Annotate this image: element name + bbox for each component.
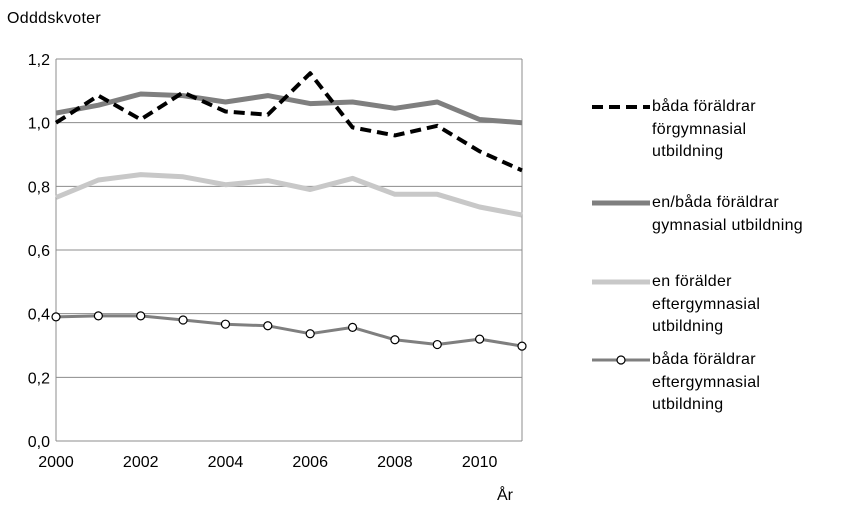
x-tick-label: 2010 xyxy=(462,454,498,471)
series-4-marker xyxy=(347,322,358,332)
series-4-marker xyxy=(220,319,231,329)
series-4-marker xyxy=(178,315,188,325)
series-lines xyxy=(51,71,527,351)
legend-swatch xyxy=(592,200,650,206)
series-line-4 xyxy=(55,314,523,348)
grid-lines xyxy=(56,58,522,378)
series-line-2 xyxy=(55,91,523,126)
series-4-marker xyxy=(432,339,442,350)
legend-label: båda föräldrar förgymnasial utbildning xyxy=(652,98,756,160)
x-tick-label: 2002 xyxy=(123,454,159,471)
x-tick-label: 2006 xyxy=(292,454,328,471)
series-4-marker xyxy=(475,334,485,344)
legend-label: en förälder eftergymnasial utbildning xyxy=(652,273,761,335)
series-4-marker xyxy=(517,341,527,351)
y-axis-label: Odddskvoter xyxy=(7,10,102,27)
series-4-marker xyxy=(93,311,103,321)
series-4-marker xyxy=(390,335,400,345)
x-tick-label: 2000 xyxy=(38,454,74,471)
legend-swatch xyxy=(592,105,650,109)
x-tick-label: 2004 xyxy=(208,454,244,471)
x-tick-label: 2008 xyxy=(377,454,413,471)
y-tick-label: 0,8 xyxy=(28,179,50,196)
y-tick-label: 1,2 xyxy=(28,52,50,69)
series-4-marker xyxy=(136,311,146,321)
series-4-marker xyxy=(263,321,273,331)
tick-labels: 0,0 0,2 0,4 0,6 0,8 1,0 1,2 2000 2002 2004 2006 200… xyxy=(28,52,498,471)
legend-swatch xyxy=(592,355,650,365)
legend-label: en/båda föräldrar gymnasial utbildning xyxy=(652,194,803,234)
series-4-marker xyxy=(51,312,61,322)
series-4-marker xyxy=(305,329,315,339)
legend-swatch xyxy=(592,279,650,285)
y-tick-label: 0,6 xyxy=(28,243,50,260)
y-tick-label: 0,0 xyxy=(28,434,50,451)
y-tick-label: 0,4 xyxy=(28,307,50,324)
legend-label: båda föräldrar eftergymnasial utbildning xyxy=(652,351,761,413)
x-axis-label: År xyxy=(497,485,514,504)
y-tick-label: 1,0 xyxy=(28,116,50,133)
y-tick-label: 0,2 xyxy=(28,370,50,387)
series-line-1 xyxy=(54,71,523,173)
series-line-3 xyxy=(55,172,523,218)
